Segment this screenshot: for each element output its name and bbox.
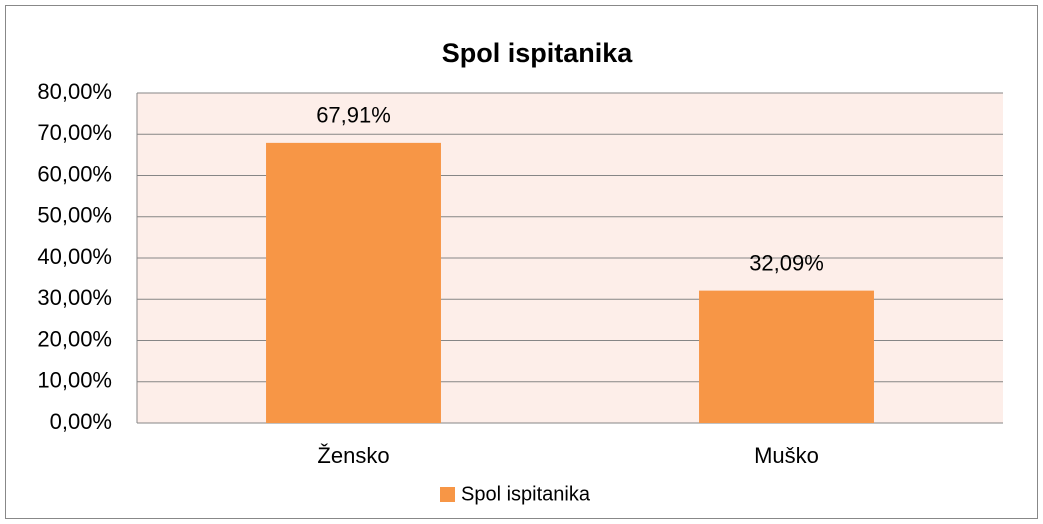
chart-title: Spol ispitanika: [442, 38, 634, 68]
data-label: 67,91%: [316, 103, 391, 128]
bar: [266, 142, 441, 423]
data-label: 32,09%: [749, 250, 824, 275]
x-tick-label: Muško: [754, 443, 819, 468]
legend-label: Spol ispitanika: [461, 483, 591, 505]
y-tick-label: 10,00%: [37, 368, 112, 393]
legend-swatch: [440, 487, 455, 502]
y-tick-label: 80,00%: [37, 79, 112, 104]
bar: [699, 290, 874, 423]
y-tick-label: 40,00%: [37, 244, 112, 269]
y-tick-label: 50,00%: [37, 203, 112, 228]
y-tick-label: 0,00%: [50, 409, 112, 434]
y-tick-label: 20,00%: [37, 326, 112, 351]
y-tick-label: 70,00%: [37, 120, 112, 145]
x-tick-label: Žensko: [317, 443, 389, 468]
y-tick-label: 60,00%: [37, 161, 112, 186]
y-tick-label: 30,00%: [37, 285, 112, 310]
